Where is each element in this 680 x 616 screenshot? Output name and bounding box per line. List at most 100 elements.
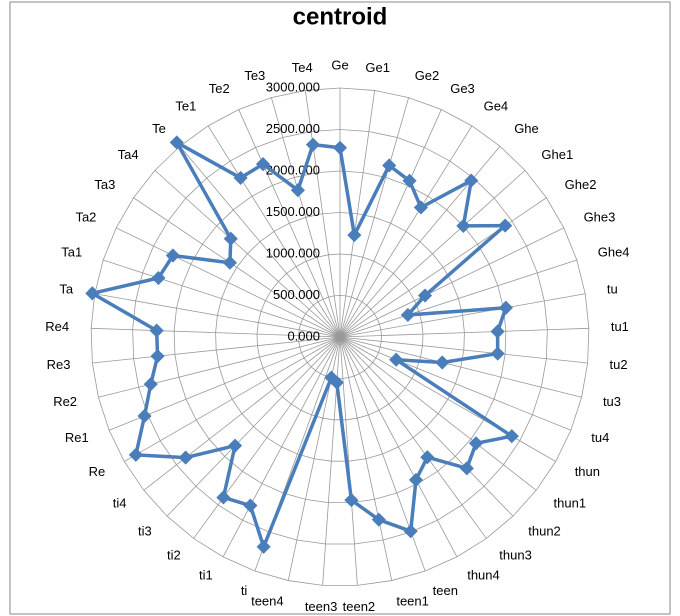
category-label: Te1 (175, 99, 196, 114)
marker (324, 370, 339, 385)
category-label: tu2 (610, 357, 628, 372)
category-label: Te3 (244, 68, 265, 83)
category-label: Ghe3 (584, 210, 616, 225)
category-label: ti2 (167, 548, 181, 563)
category-label: thun4 (467, 568, 500, 583)
y-tick-label: 1000.000 (266, 245, 320, 260)
marker (332, 140, 348, 155)
marker (504, 429, 519, 444)
category-label: Te (152, 121, 166, 136)
category-label: teen1 (396, 594, 429, 609)
marker (227, 438, 243, 453)
marker (402, 173, 417, 188)
category-label: ti (241, 583, 248, 598)
marker (143, 377, 158, 392)
category-label: Ta1 (61, 245, 82, 260)
marker (403, 524, 418, 539)
marker (400, 307, 415, 323)
marker (165, 248, 180, 263)
marker (490, 324, 505, 339)
marker (468, 436, 484, 451)
category-label: Ge (331, 57, 348, 72)
y-tick-label: 500.000 (273, 287, 320, 302)
marker (290, 183, 305, 198)
category-label: Ta3 (94, 177, 115, 192)
category-label: thun2 (528, 523, 561, 538)
category-label: thun3 (499, 548, 532, 563)
marker (151, 270, 166, 286)
y-tick-label: 2000.000 (266, 162, 320, 177)
category-label: Ge3 (450, 81, 475, 96)
category-label: ti1 (199, 568, 213, 583)
category-label: tu3 (603, 394, 621, 409)
marker (389, 352, 404, 367)
category-label: Ge1 (365, 60, 390, 75)
marker (420, 450, 435, 465)
category-label: tu (607, 281, 618, 296)
marker (222, 255, 237, 270)
chart-title: centroid (293, 3, 388, 30)
category-label: Ta2 (75, 210, 96, 225)
category-label: tu4 (591, 430, 609, 445)
marker (435, 355, 450, 370)
grid-ring (173, 170, 507, 503)
marker (255, 157, 271, 172)
category-label: Ghe1 (541, 147, 573, 162)
category-label: Ta4 (118, 147, 139, 162)
category-label: thun1 (554, 495, 587, 510)
y-tick-label: 1500.000 (266, 204, 320, 219)
marker (149, 323, 164, 338)
category-label: Te4 (292, 60, 313, 75)
marker (85, 286, 100, 301)
marker (233, 170, 248, 185)
category-label: ti3 (138, 523, 152, 538)
marker (408, 472, 424, 487)
marker (305, 137, 321, 152)
category-label: Re4 (45, 319, 69, 334)
category-label: teen2 (343, 599, 376, 614)
category-label: Re1 (65, 430, 89, 445)
grid-ring (90, 87, 590, 586)
category-label: Re2 (53, 394, 77, 409)
marker (256, 539, 271, 554)
category-label: teen (433, 583, 458, 598)
series-line (90, 140, 514, 549)
marker (243, 498, 258, 513)
marker (371, 512, 386, 527)
category-label: Re (89, 464, 106, 479)
category-label: Ghe4 (598, 245, 630, 260)
category-label: Ge2 (415, 68, 440, 83)
marker (413, 200, 429, 215)
category-label: Ta (59, 281, 74, 296)
marker (464, 173, 479, 188)
marker (347, 228, 362, 243)
marker (382, 158, 397, 173)
marker (344, 493, 359, 508)
category-label: tu1 (611, 319, 629, 334)
marker (456, 218, 471, 233)
marker (137, 408, 152, 424)
marker (128, 447, 143, 462)
marker (216, 490, 231, 505)
category-label: Ghe (514, 121, 539, 136)
y-tick-label: 2500.000 (266, 121, 320, 136)
marker (169, 135, 184, 150)
marker (223, 231, 238, 246)
category-label: Re3 (47, 357, 71, 372)
marker (178, 450, 193, 465)
category-label: teen3 (305, 599, 338, 614)
grid-ring (132, 129, 548, 545)
marker (459, 461, 474, 476)
marker (498, 218, 513, 233)
marker (417, 288, 433, 303)
marker (150, 349, 165, 364)
category-label: Te2 (209, 81, 230, 96)
category-label: teen4 (251, 594, 284, 609)
category-label: ti4 (113, 495, 127, 510)
category-label: Ge4 (484, 99, 509, 114)
y-tick-label: 3000.000 (266, 79, 320, 94)
marker (490, 346, 505, 361)
marker (498, 300, 514, 315)
category-label: thun (575, 464, 600, 479)
